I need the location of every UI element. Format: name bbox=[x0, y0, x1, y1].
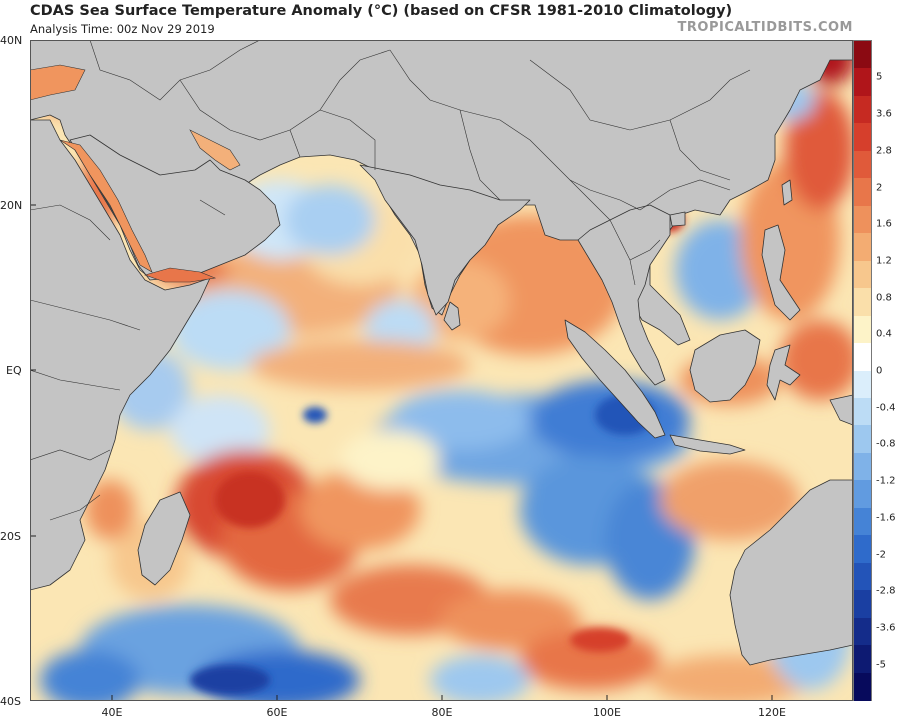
colorbar-swatch bbox=[854, 562, 871, 591]
colorbar-tick-label: 1.2 bbox=[876, 255, 892, 267]
map-canvas bbox=[30, 40, 853, 701]
colorbar-swatch bbox=[854, 507, 871, 536]
hainan bbox=[669, 211, 686, 227]
colorbar-tick-label: -5 bbox=[876, 659, 886, 671]
sulawesi bbox=[766, 344, 801, 401]
lon-label-80e: 80E bbox=[431, 706, 453, 719]
colorbar-swatch bbox=[854, 123, 871, 152]
colorbar-swatch bbox=[854, 590, 871, 619]
analysis-time: Analysis Time: 00z Nov 29 2019 bbox=[30, 22, 215, 36]
colorbar-swatch bbox=[854, 68, 871, 97]
colorbar-swatch bbox=[854, 260, 871, 289]
colorbar-swatch bbox=[854, 343, 871, 372]
colorbar-tick-label: -1.2 bbox=[876, 475, 896, 487]
colorbar-swatch bbox=[854, 41, 871, 70]
colorbar-swatch bbox=[854, 672, 871, 701]
colorbar-swatch bbox=[854, 452, 871, 481]
map-frame bbox=[30, 40, 853, 701]
lat-label-40n: 40N bbox=[0, 34, 23, 47]
sst-anomaly-map bbox=[30, 40, 853, 701]
country-borders bbox=[30, 40, 751, 521]
colorbar-tick-label: 3.6 bbox=[876, 108, 892, 120]
colorbar-tick-label: 1.6 bbox=[876, 218, 892, 230]
inland-waters bbox=[30, 64, 241, 283]
lon-label-100e: 100E bbox=[593, 706, 621, 719]
colorbar-swatch bbox=[854, 645, 871, 674]
sri-lanka bbox=[443, 301, 461, 331]
colorbar-tick-label: -0.4 bbox=[876, 402, 896, 414]
borneo bbox=[689, 329, 761, 403]
new-guinea bbox=[829, 394, 853, 426]
colorbar-swatch bbox=[854, 288, 871, 317]
philippines bbox=[761, 224, 801, 321]
sumatra bbox=[564, 319, 666, 439]
colorbar-tick-label: 0 bbox=[876, 365, 883, 377]
colorbar-swatch bbox=[854, 233, 871, 262]
java bbox=[669, 434, 746, 455]
lon-label-40e: 40E bbox=[101, 706, 123, 719]
land bbox=[30, 40, 853, 666]
colorbar-swatch bbox=[854, 370, 871, 399]
colorbar-tick-label: 0.8 bbox=[876, 292, 892, 304]
colorbar-swatch bbox=[854, 150, 871, 179]
colorbar-swatch bbox=[854, 617, 871, 646]
colorbar bbox=[853, 40, 872, 701]
colorbar-tick-label: 2.8 bbox=[876, 145, 892, 157]
colorbar-tick-label: 0.4 bbox=[876, 328, 892, 340]
lat-label-eq: EQ bbox=[6, 364, 22, 377]
colorbar-tick-label: 5 bbox=[876, 71, 883, 83]
site-credit: TROPICALTIDBITS.COM bbox=[677, 20, 853, 35]
africa bbox=[30, 119, 211, 591]
lat-label-40s: 40S bbox=[0, 695, 21, 708]
colorbar-swatch bbox=[854, 205, 871, 234]
colorbar-tick-label: -0.8 bbox=[876, 438, 896, 450]
colorbar-tick-label: -2 bbox=[876, 549, 886, 561]
lat-label-20s: 20S bbox=[0, 530, 21, 543]
colorbar-swatch bbox=[854, 178, 871, 207]
colorbar-swatch bbox=[854, 535, 871, 564]
colorbar-tick-label: -1.6 bbox=[876, 512, 896, 524]
colorbar-swatch bbox=[854, 397, 871, 426]
lon-label-120e: 120E bbox=[758, 706, 786, 719]
colorbar-swatch bbox=[854, 315, 871, 344]
colorbar-swatch bbox=[854, 425, 871, 454]
map-title: CDAS Sea Surface Temperature Anomaly (°C… bbox=[30, 3, 733, 19]
colorbar-tick-label: -2.8 bbox=[876, 585, 896, 597]
colorbar-tick-label: 2 bbox=[876, 182, 883, 194]
madagascar bbox=[137, 491, 191, 586]
lon-label-60e: 60E bbox=[266, 706, 288, 719]
taiwan bbox=[781, 179, 793, 206]
colorbar-swatch bbox=[854, 95, 871, 124]
australia bbox=[729, 479, 853, 666]
india bbox=[359, 164, 531, 316]
indochina bbox=[577, 204, 671, 386]
colorbar-swatch bbox=[854, 480, 871, 509]
lat-label-20n: 20N bbox=[0, 199, 23, 212]
colorbar-tick-label: -3.6 bbox=[876, 622, 896, 634]
